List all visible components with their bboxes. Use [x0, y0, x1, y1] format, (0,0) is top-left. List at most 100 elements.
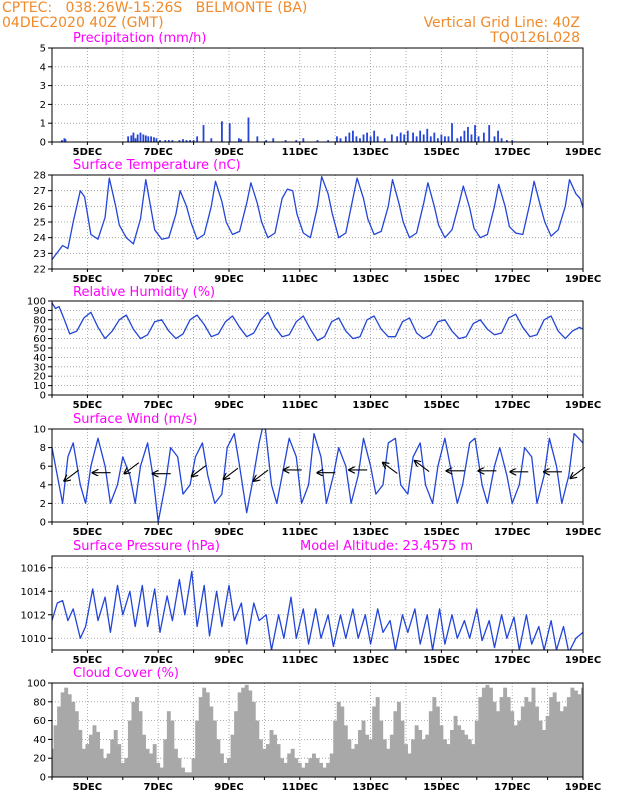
cloud-bar: [315, 758, 320, 777]
y-tick-label: 30: [33, 362, 46, 373]
y-tick-label: 70: [33, 325, 46, 336]
cloud-bar: [400, 720, 405, 777]
y-tick-label: 60: [33, 334, 46, 345]
x-tick-label: 15DEC: [423, 400, 459, 411]
x-tick-label: 11DEC: [282, 147, 318, 158]
x-tick-label: 13DEC: [352, 147, 388, 158]
cloud-bar: [131, 701, 136, 777]
precip-bar: [511, 140, 514, 142]
cloud-bar: [280, 758, 285, 777]
precip-bar: [493, 136, 496, 142]
cloud-bar: [52, 748, 54, 777]
x-tick-label: 5DEC: [73, 400, 102, 411]
cloud-bar: [117, 744, 122, 777]
precip-bar: [167, 140, 170, 142]
cloud-bar: [312, 753, 316, 777]
y-tick-label: 1014: [21, 587, 46, 598]
precip-bar: [339, 138, 342, 142]
pressure-title: Surface Pressure (hPa): [73, 539, 220, 554]
x-tick-label: 9DEC: [214, 527, 243, 538]
precip-bar: [64, 139, 67, 142]
cloud-bar: [237, 692, 242, 777]
temperature-line: [52, 175, 583, 260]
y-tick-label: 26: [33, 202, 46, 213]
cloud-bar: [265, 744, 270, 777]
y-tick-label: 1010: [21, 634, 46, 645]
cloud-bar: [414, 725, 419, 777]
cloud-bar: [492, 701, 497, 777]
cloud-bar: [99, 748, 104, 777]
cloud-bar: [428, 711, 433, 777]
precip-bar: [150, 136, 153, 142]
y-tick-label: 24: [33, 233, 46, 244]
precip-bar: [302, 138, 305, 142]
wind-arrow: [64, 469, 79, 481]
cloud-bar: [188, 772, 193, 777]
x-tick-label: 7DEC: [143, 147, 172, 158]
cloud-bar: [446, 744, 451, 777]
precip-bar: [362, 134, 365, 142]
precip-bar: [369, 136, 372, 142]
precipitation-frame: [51, 47, 584, 143]
cloud-bar: [205, 692, 210, 777]
precip-bar: [440, 134, 443, 142]
cloud-bar: [464, 734, 469, 777]
cloud-bar: [92, 725, 97, 777]
precip-bar: [134, 138, 137, 142]
y-tick-label: 6: [40, 462, 46, 473]
cloud-bar: [57, 706, 62, 777]
x-tick-label: 9DEC: [214, 782, 243, 793]
cloud-bar: [234, 711, 239, 777]
cloud-bar: [442, 739, 447, 777]
precip-bar: [426, 128, 429, 142]
vertical-grid-label: Vertical Grid Line: 40Z: [423, 15, 580, 31]
y-tick-label: 20: [33, 754, 46, 765]
precip-bar: [456, 138, 459, 142]
run-date: 04DEC2020 40Z (GMT): [2, 15, 164, 31]
y-tick-label: 0: [40, 773, 46, 784]
x-tick-label: 15DEC: [423, 527, 459, 538]
precip-bar: [433, 132, 436, 142]
cloud-bar: [138, 711, 143, 777]
x-tick-label: 19DEC: [565, 274, 601, 285]
cloud-bar: [326, 762, 331, 777]
y-tick-label: 22: [33, 265, 46, 276]
y-tick-label: 20: [33, 372, 46, 383]
wind-arrow: [124, 462, 140, 474]
precip-bar: [396, 136, 399, 142]
cloud-bar: [230, 734, 235, 777]
cloud-bar: [407, 753, 412, 777]
cloud-bar: [248, 690, 253, 777]
precip-bar: [247, 117, 250, 142]
y-tick-label: 50: [33, 344, 46, 355]
cloud-bar: [485, 684, 490, 777]
precip-bar: [488, 125, 491, 142]
cloud-bar: [159, 767, 164, 777]
cloud-bar: [531, 687, 536, 777]
cloud-bar: [71, 701, 76, 777]
precip-bar: [159, 140, 161, 142]
cloud-bar: [145, 748, 150, 777]
cloud-bar: [120, 762, 125, 777]
cloud-bar: [581, 687, 583, 777]
cloud-bar: [535, 706, 539, 777]
x-tick-label: 7DEC: [143, 782, 172, 793]
cloud-bar: [173, 748, 178, 777]
x-tick-label: 7DEC: [143, 655, 172, 666]
cloud-bar: [404, 744, 408, 777]
precip-bar: [436, 138, 439, 142]
cloud-bar: [513, 725, 518, 777]
precip-bar: [272, 138, 275, 142]
x-tick-label: 19DEC: [565, 147, 601, 158]
cloud-bar: [149, 753, 154, 777]
cloud-bar: [336, 701, 341, 777]
precip-bar: [189, 140, 191, 142]
cloud-bar: [354, 744, 359, 777]
cloud-bar: [432, 697, 437, 777]
cloud-bar: [347, 739, 352, 777]
x-tick-label: 19DEC: [565, 527, 601, 538]
x-tick-label: 7DEC: [143, 274, 172, 285]
cloud-bar: [421, 739, 426, 777]
cloud-bar: [379, 720, 384, 777]
